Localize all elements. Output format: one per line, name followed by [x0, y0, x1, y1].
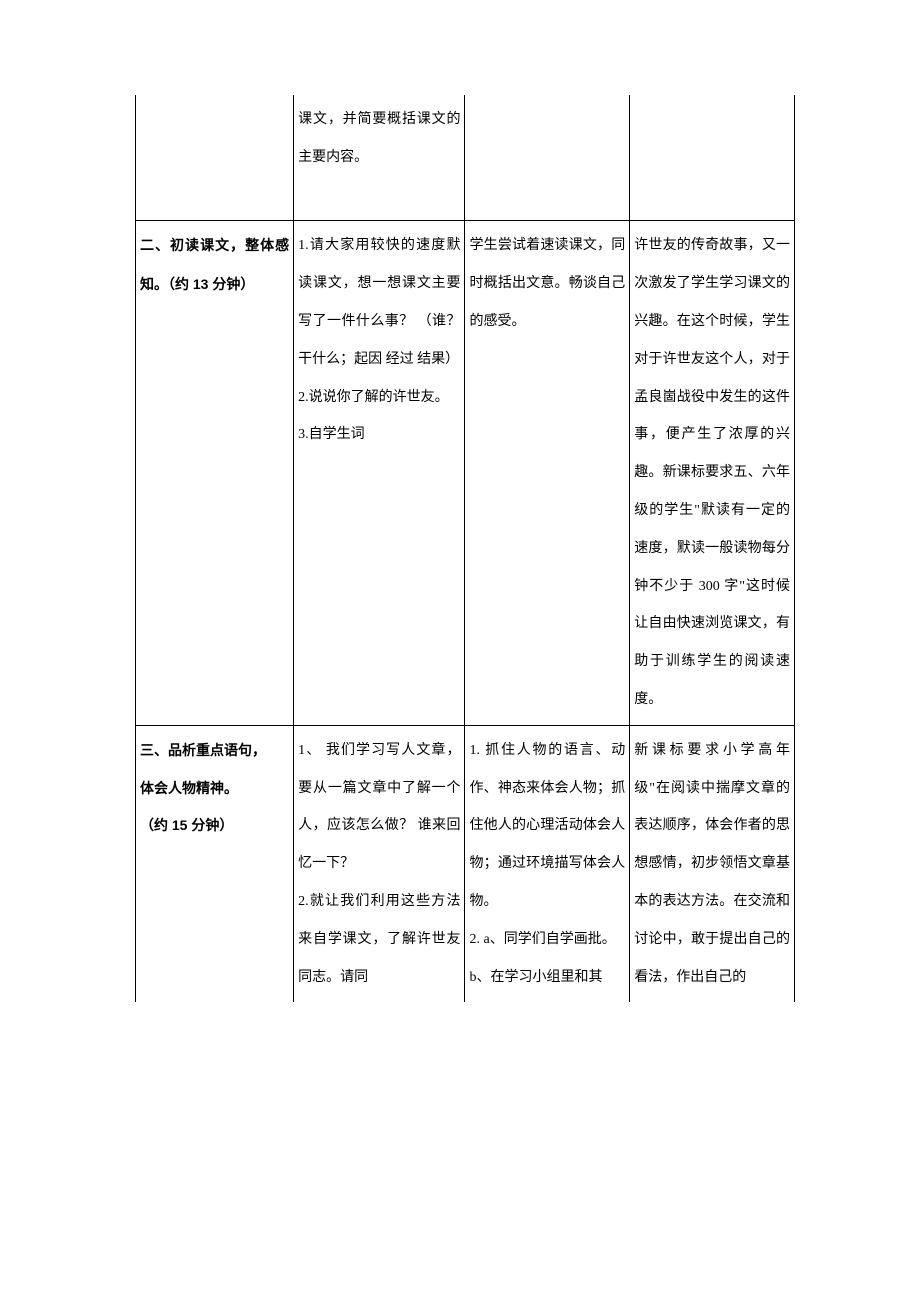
table-row: 课文，并简要概括课文的主要内容。	[136, 95, 795, 221]
cell-stage	[136, 95, 294, 221]
cell-intent	[630, 95, 795, 221]
cell-text: 许世友的传奇故事，又一次激发了学生学习课文的兴趣。在这个时候，学生对于许世友这个…	[634, 238, 790, 707]
cell-text-line: （约 15 分钟）	[140, 807, 289, 845]
cell-text: 1. 抓住人物的语言、动作、神态来体会人物；抓住他人的心理活动体会人物；通过环境…	[469, 743, 625, 985]
cell-teacher: 1.请大家用较快的速度默读课文，想一想课文主要写了一件什么事？ （谁？干什么；起…	[294, 221, 465, 725]
document-page: 课文，并简要概括课文的主要内容。 二、初读课文，整体感知。（约 13 分钟） 1…	[0, 0, 920, 1302]
cell-student: 学生尝试着速读课文，同时概括出文意。畅谈自己的感受。	[465, 221, 630, 725]
cell-stage: 二、初读课文，整体感知。（约 13 分钟）	[136, 221, 294, 725]
cell-text: 1.请大家用较快的速度默读课文，想一想课文主要写了一件什么事？ （谁？干什么；起…	[298, 238, 460, 442]
cell-student: 1. 抓住人物的语言、动作、神态来体会人物；抓住他人的心理活动体会人物；通过环境…	[465, 725, 630, 1002]
table-row: 三、品析重点语句， 体会人物精神。 （约 15 分钟） 1、 我们学习写人文章，…	[136, 725, 795, 1002]
cell-text: 新课标要求小学高年级"在阅读中揣摩文章的表达顺序，体会作者的思想感情，初步领悟文…	[634, 743, 790, 985]
cell-text: 课文，并简要概括课文的主要内容。	[298, 112, 460, 165]
cell-text-line: 三、品析重点语句，	[140, 732, 289, 770]
cell-student	[465, 95, 630, 221]
cell-text: 1、 我们学习写人文章，要从一篇文章中了解一个人，应该怎么做？ 谁来回忆一下？ …	[298, 743, 460, 985]
cell-teacher: 课文，并简要概括课文的主要内容。	[294, 95, 465, 221]
cell-intent: 许世友的传奇故事，又一次激发了学生学习课文的兴趣。在这个时候，学生对于许世友这个…	[630, 221, 795, 725]
cell-stage: 三、品析重点语句， 体会人物精神。 （约 15 分钟）	[136, 725, 294, 1002]
cell-text-line: 体会人物精神。	[140, 770, 289, 808]
lesson-plan-table: 课文，并简要概括课文的主要内容。 二、初读课文，整体感知。（约 13 分钟） 1…	[135, 95, 795, 1002]
cell-teacher: 1、 我们学习写人文章，要从一篇文章中了解一个人，应该怎么做？ 谁来回忆一下？ …	[294, 725, 465, 1002]
cell-text: 二、初读课文，整体感知。（约 13 分钟）	[140, 237, 289, 292]
cell-intent: 新课标要求小学高年级"在阅读中揣摩文章的表达顺序，体会作者的思想感情，初步领悟文…	[630, 725, 795, 1002]
table-row: 二、初读课文，整体感知。（约 13 分钟） 1.请大家用较快的速度默读课文，想一…	[136, 221, 795, 725]
cell-text: 学生尝试着速读课文，同时概括出文意。畅谈自己的感受。	[469, 238, 625, 329]
